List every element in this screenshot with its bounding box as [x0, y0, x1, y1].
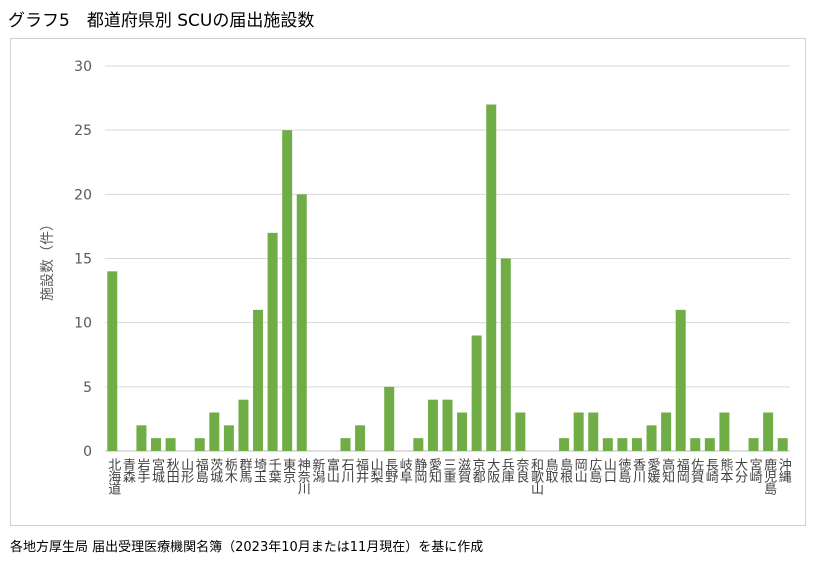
bar-千葉: [267, 232, 278, 451]
x-tick-label: 神奈川: [294, 458, 310, 494]
x-tick-label: 熊本: [717, 458, 733, 482]
y-tick-label: 30: [74, 59, 92, 75]
bar-群馬: [238, 399, 249, 451]
chart-frame: [10, 38, 806, 526]
y-tick-label: 15: [74, 252, 92, 268]
bar-佐賀: [690, 438, 701, 451]
bar-神奈川: [296, 194, 307, 452]
x-tick-label: 埼玉: [251, 458, 267, 482]
x-tick-label: 茨城: [207, 458, 223, 482]
bar-岡山: [573, 412, 584, 451]
bar-福岡: [675, 309, 686, 451]
bar-熊本: [719, 412, 730, 451]
x-tick-label: 山梨: [367, 458, 383, 482]
x-tick-label: 秋田: [163, 458, 179, 482]
x-tick-label: 長野: [382, 458, 398, 482]
bar-宮崎: [748, 438, 759, 451]
x-tick-label: 青森: [119, 458, 135, 482]
x-tick-label: 島根: [557, 458, 573, 482]
bar-島根: [559, 438, 570, 451]
x-tick-label: 鹿児島: [761, 458, 777, 494]
y-tick-label: 10: [74, 316, 92, 332]
x-tick-label: 静岡: [411, 458, 427, 482]
x-tick-label: 岡山: [571, 458, 587, 482]
x-tick-label: 徳島: [615, 458, 631, 482]
x-tick-label: 山口: [600, 458, 616, 482]
x-tick-label: 群馬: [236, 458, 252, 482]
x-tick-label: 広島: [586, 458, 602, 482]
bar-愛媛: [646, 425, 657, 451]
bar-徳島: [617, 438, 628, 451]
x-tick-label: 東京: [280, 458, 296, 482]
bar-福島: [194, 438, 205, 451]
bar-鹿児島: [763, 412, 774, 451]
bar-長崎: [704, 438, 715, 451]
x-tick-label: 滋賀: [455, 458, 471, 482]
x-tick-label: 山形: [178, 458, 194, 482]
y-tick-label: 25: [74, 123, 92, 139]
bar-愛知: [427, 399, 438, 451]
x-tick-label: 鳥取: [542, 458, 558, 482]
x-tick-label: 大阪: [484, 458, 500, 482]
bar-石川: [340, 438, 351, 451]
x-tick-label: 千葉: [265, 458, 281, 482]
x-tick-label: 石川: [338, 458, 354, 482]
chart-title: グラフ5 都道府県別 SCUの届出施設数: [8, 11, 315, 31]
x-tick-label: 三重: [440, 458, 456, 482]
y-tick-label: 0: [83, 444, 92, 460]
y-tick-label: 5: [83, 380, 92, 396]
source-note: 各地方厚生局 届出受理医療機関名簿（2023年10月または11月現在）を基に作成: [10, 540, 484, 555]
bar-静岡: [413, 438, 424, 451]
bar-岩手: [136, 425, 147, 451]
bar-三重: [442, 399, 453, 451]
x-tick-label: 岩手: [134, 458, 150, 482]
x-tick-label: 栃木: [221, 458, 237, 482]
bar-秋田: [165, 438, 176, 451]
x-tick-label: 佐賀: [688, 458, 704, 482]
x-tick-label: 奈良: [513, 458, 529, 482]
x-tick-label: 愛媛: [644, 458, 660, 482]
bar-長野: [384, 386, 395, 451]
x-tick-label: 香川: [629, 458, 645, 482]
bar-埼玉: [253, 309, 264, 451]
bar-宮城: [151, 438, 162, 451]
x-tick-label: 北海道: [105, 458, 121, 494]
bar-栃木: [223, 425, 234, 451]
x-tick-label: 高知: [659, 458, 675, 482]
x-tick-label: 京都: [469, 458, 485, 482]
bar-滋賀: [457, 412, 468, 451]
x-tick-label: 愛知: [425, 458, 441, 482]
x-tick-label: 大分: [731, 458, 747, 482]
bar-兵庫: [500, 258, 511, 451]
x-tick-label: 福岡: [673, 458, 689, 482]
x-tick-label: 和歌山: [527, 458, 543, 494]
bar-沖縄: [777, 438, 788, 451]
y-tick-label: 20: [74, 187, 92, 203]
x-tick-label: 新潟: [309, 458, 325, 482]
bar-茨城: [209, 412, 220, 451]
x-tick-label: 沖縄: [775, 458, 791, 482]
x-tick-label: 長崎: [702, 458, 718, 482]
x-tick-label: 富山: [323, 458, 339, 482]
bar-京都: [471, 335, 482, 451]
bar-香川: [631, 438, 642, 451]
bar-東京: [282, 130, 293, 451]
x-tick-label: 兵庫: [498, 458, 514, 482]
y-axis-title: 施設数（件）: [40, 217, 56, 301]
bar-福井: [355, 425, 366, 451]
x-tick-label: 福島: [192, 458, 208, 482]
bar-大阪: [486, 104, 497, 451]
x-tick-label: 宮崎: [746, 458, 762, 482]
bar-奈良: [515, 412, 526, 451]
bar-山口: [602, 438, 613, 451]
x-tick-label: 宮城: [149, 458, 164, 482]
bar-北海道: [107, 271, 118, 451]
bar-広島: [588, 412, 599, 451]
x-tick-label: 福井: [353, 458, 369, 482]
bar-高知: [661, 412, 672, 451]
x-tick-label: 岐阜: [396, 458, 412, 482]
